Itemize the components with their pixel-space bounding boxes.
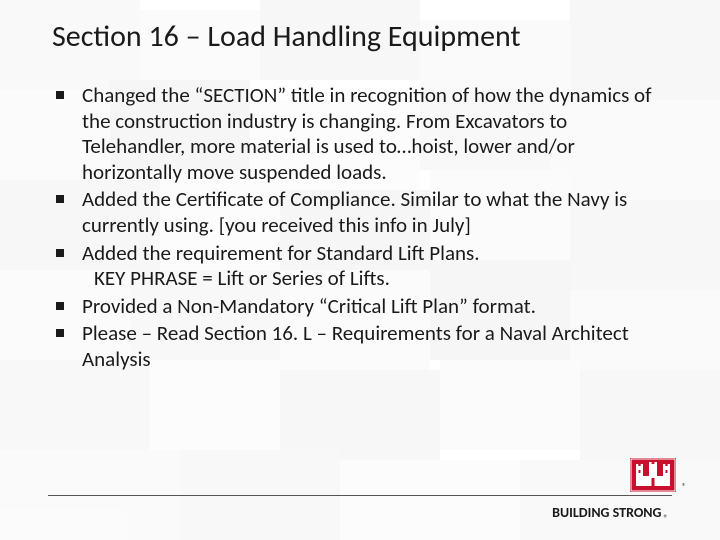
bullet-item: Changed the “SECTION” title in recogniti… xyxy=(54,83,672,185)
bullet-item: Provided a Non-Mandatory “Critical Lift … xyxy=(54,294,672,320)
footer-part1: BUILDING xyxy=(552,504,613,521)
slide-title: Section 16 – Load Handling Equipment xyxy=(48,18,672,55)
footer-tagline: BUILDING STRONG® xyxy=(552,504,668,524)
divider-rule xyxy=(48,495,672,496)
castle-icon xyxy=(630,458,676,492)
footer-registered: ® xyxy=(663,513,668,524)
slide: Section 16 – Load Handling Equipment Cha… xyxy=(0,0,720,540)
bullet-item: Added the Certificate of Compliance. Sim… xyxy=(54,187,672,238)
logo-registered: ® xyxy=(682,482,686,492)
content-area: Section 16 – Load Handling Equipment Cha… xyxy=(0,0,720,373)
bullet-list: Changed the “SECTION” title in recogniti… xyxy=(48,83,672,373)
bullet-item: Added the requirement for Standard Lift … xyxy=(54,241,672,292)
footer-part2: STRONG xyxy=(613,504,662,521)
usace-castle-logo: ® xyxy=(630,458,676,492)
bullet-item: Please – Read Section 16. L – Requiremen… xyxy=(54,321,672,372)
